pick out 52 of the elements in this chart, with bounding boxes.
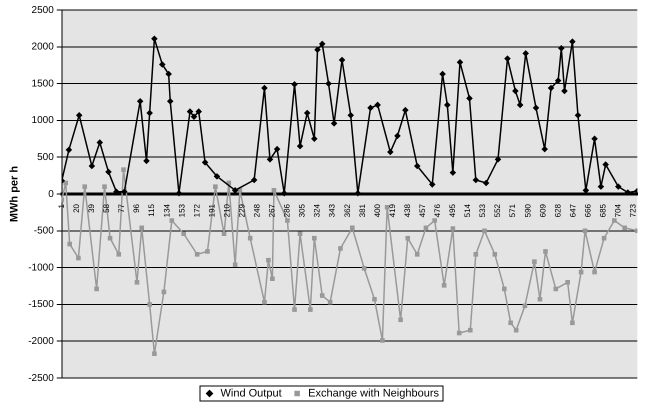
y-tick-label: -1000 <box>28 262 54 274</box>
x-tick-label: 248 <box>252 203 262 218</box>
y-tick-label: -2000 <box>28 336 54 347</box>
x-tick-label: 343 <box>328 203 337 218</box>
x-tick-label: 229 <box>237 203 246 218</box>
y-tick-label: 1000 <box>32 115 54 126</box>
x-tick-label: 400 <box>372 203 382 218</box>
x-tick-label: 362 <box>342 203 352 218</box>
x-tick-label: 514 <box>463 203 472 218</box>
x-tick-label: 96 <box>132 203 142 213</box>
legend-label: Wind Output <box>220 388 282 400</box>
x-tick-label: 286 <box>282 203 292 218</box>
x-tick-label: 172 <box>192 203 202 218</box>
x-tick-label: 628 <box>553 203 562 218</box>
x-tick-label: 609 <box>538 203 548 218</box>
x-tick-label: 533 <box>478 203 488 218</box>
y-tick-label: 500 <box>37 152 54 163</box>
y-tick-label: -2500 <box>28 372 54 384</box>
y-tick-label: 2000 <box>32 42 54 53</box>
x-tick-label: 685 <box>598 203 608 218</box>
x-tick-label: 381 <box>358 203 367 218</box>
x-tick-label: 77 <box>117 203 126 213</box>
x-tick-label: 115 <box>147 203 156 217</box>
x-tick-label: 58 <box>102 203 112 213</box>
x-tick-label: 723 <box>628 203 638 218</box>
x-tick-label: 666 <box>583 203 592 218</box>
x-tick-label: 552 <box>493 203 502 218</box>
x-tick-label: 647 <box>568 203 578 218</box>
x-tick-label: 305 <box>298 203 307 218</box>
x-tick-label: 438 <box>402 203 412 218</box>
x-tick-label: 20 <box>72 203 82 213</box>
legend-label: Exchange with Neighbours <box>308 388 440 400</box>
x-tick-label: 267 <box>268 203 277 218</box>
y-tick-label: -1500 <box>28 299 54 310</box>
y-tick-label: -500 <box>34 226 54 237</box>
x-tick-label: 134 <box>162 203 172 218</box>
y-tick-label: 0 <box>48 188 54 200</box>
x-tick-label: 571 <box>508 203 518 218</box>
x-tick-label: 704 <box>614 203 623 218</box>
y-tick-label: 1500 <box>32 78 54 90</box>
y-axis-title: MWh per h <box>8 166 21 222</box>
x-tick-label: 210 <box>222 203 232 218</box>
y-tick-label: 2500 <box>32 4 54 16</box>
x-tick-label: 590 <box>523 203 532 218</box>
x-tick-label: 457 <box>418 203 427 218</box>
x-tick-label: 419 <box>388 203 397 218</box>
x-tick-label: 495 <box>448 203 458 218</box>
x-tick-label: 191 <box>207 203 216 218</box>
x-tick-label: 39 <box>87 203 96 213</box>
x-tick-label: 153 <box>177 203 186 218</box>
x-tick-label: 324 <box>312 203 322 218</box>
x-tick-label: 476 <box>433 203 442 218</box>
